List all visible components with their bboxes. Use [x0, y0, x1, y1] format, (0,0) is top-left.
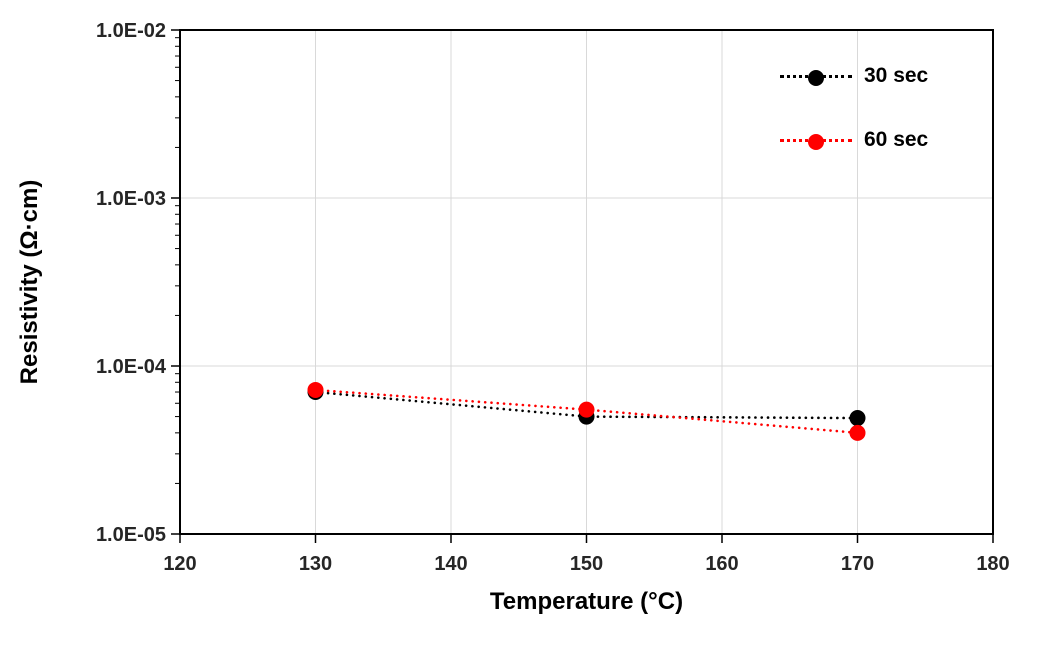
data-point-1 — [578, 401, 595, 418]
x-tick-label: 140 — [434, 553, 467, 575]
x-tick-label: 160 — [705, 553, 738, 575]
plot-border — [179, 29, 994, 535]
legend-line-swatch-30sec — [780, 69, 852, 86]
y-tick-label: 1.0E-02 — [96, 20, 166, 42]
y-tick-label: 1.0E-03 — [96, 188, 166, 210]
legend-marker-dot-60sec — [808, 133, 824, 150]
y-tick-label: 1.0E-05 — [96, 524, 166, 546]
legend-line-swatch-60sec — [780, 133, 852, 150]
y-axis-title: Resistivity (Ω·cm) — [16, 179, 43, 385]
x-tick-label: 120 — [163, 553, 196, 575]
data-point-1 — [849, 424, 866, 441]
y-tick-label: 1.0E-04 — [96, 356, 167, 378]
x-tick-label: 180 — [976, 553, 1009, 575]
legend: 30 sec 60 sec — [780, 62, 928, 154]
x-tick-label: 150 — [570, 553, 603, 575]
data-point-1 — [307, 381, 324, 398]
x-tick-label: 130 — [299, 553, 332, 575]
legend-label-30sec: 30 sec — [864, 64, 929, 87]
data-point-0 — [849, 410, 866, 427]
legend-label-60sec: 60 sec — [864, 128, 929, 151]
legend-item-30sec: 30 sec — [780, 62, 928, 90]
x-tick-label: 170 — [841, 553, 874, 575]
legend-marker-dot-30sec — [808, 69, 824, 86]
x-axis-title: Temperature (°C) — [489, 588, 684, 615]
legend-item-60sec: 60 sec — [780, 126, 928, 154]
